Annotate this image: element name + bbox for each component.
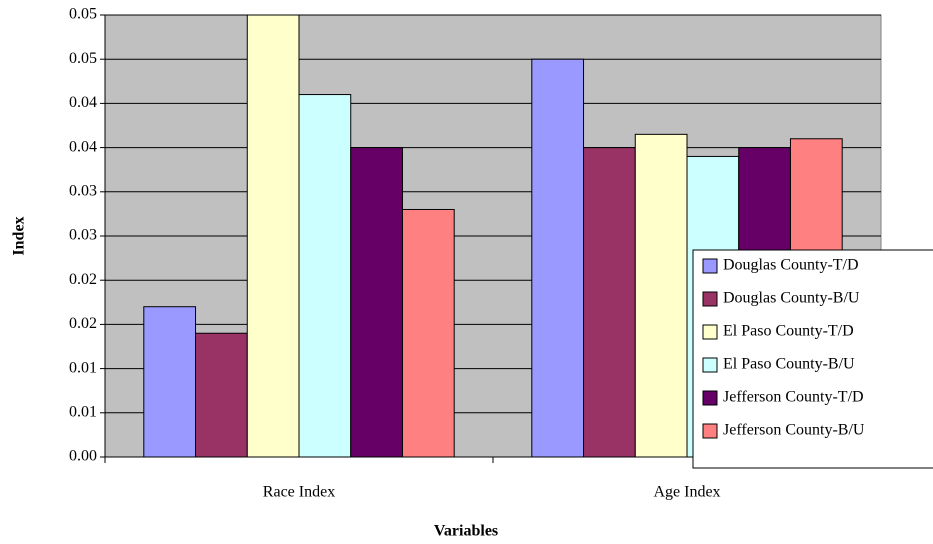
legend-swatch [702,390,718,406]
legend-label: Jefferson County-T/D [723,389,864,406]
y-tick-label: 0.03 [69,227,97,244]
legend-swatch [702,423,718,439]
axes: 0.00 0.01 0.01 0.02 0.02 0.03 0.03 0.04 0.04 0.05… [69,6,882,501]
bar [634,133,688,457]
x-axis-title: Variables [434,523,498,540]
x-tick-label: Age Index [653,484,720,501]
bar [531,58,585,457]
legend-label: Douglas County-B/U [723,290,860,307]
legend-label: El Paso County-B/U [723,356,855,373]
y-tick-label: 0.05 [69,6,97,23]
bar [401,208,455,457]
y-tick-label: 0.00 [69,448,97,465]
legend-swatch [702,357,718,373]
legend-box [692,249,933,469]
y-tick-label: 0.01 [69,403,97,420]
bar [298,94,352,457]
y-tick-label: 0.01 [69,359,97,376]
y-tick-label: 0.02 [69,271,97,288]
legend-label: El Paso County-T/D [723,323,854,340]
legend-swatch [702,258,718,274]
bar [195,332,248,457]
bar [583,147,636,457]
bar [143,306,197,457]
y-tick-label: 0.05 [69,50,97,67]
y-tick-label: 0.02 [69,315,97,332]
legend-swatch [702,291,718,307]
y-tick-label: 0.04 [69,94,97,111]
legend-label: Jefferson County-B/U [723,422,865,439]
y-tick-label: 0.04 [69,138,97,155]
bar [350,147,403,457]
y-axis-title: Index [11,216,28,255]
legend: Douglas County-T/D Douglas County-B/U El P… [692,249,933,469]
legend-label: Douglas County-T/D [723,257,859,274]
x-tick-label: Race Index [263,484,335,501]
y-tick-label: 0.03 [69,182,97,199]
legend-swatch [702,324,718,340]
bar [246,15,300,457]
